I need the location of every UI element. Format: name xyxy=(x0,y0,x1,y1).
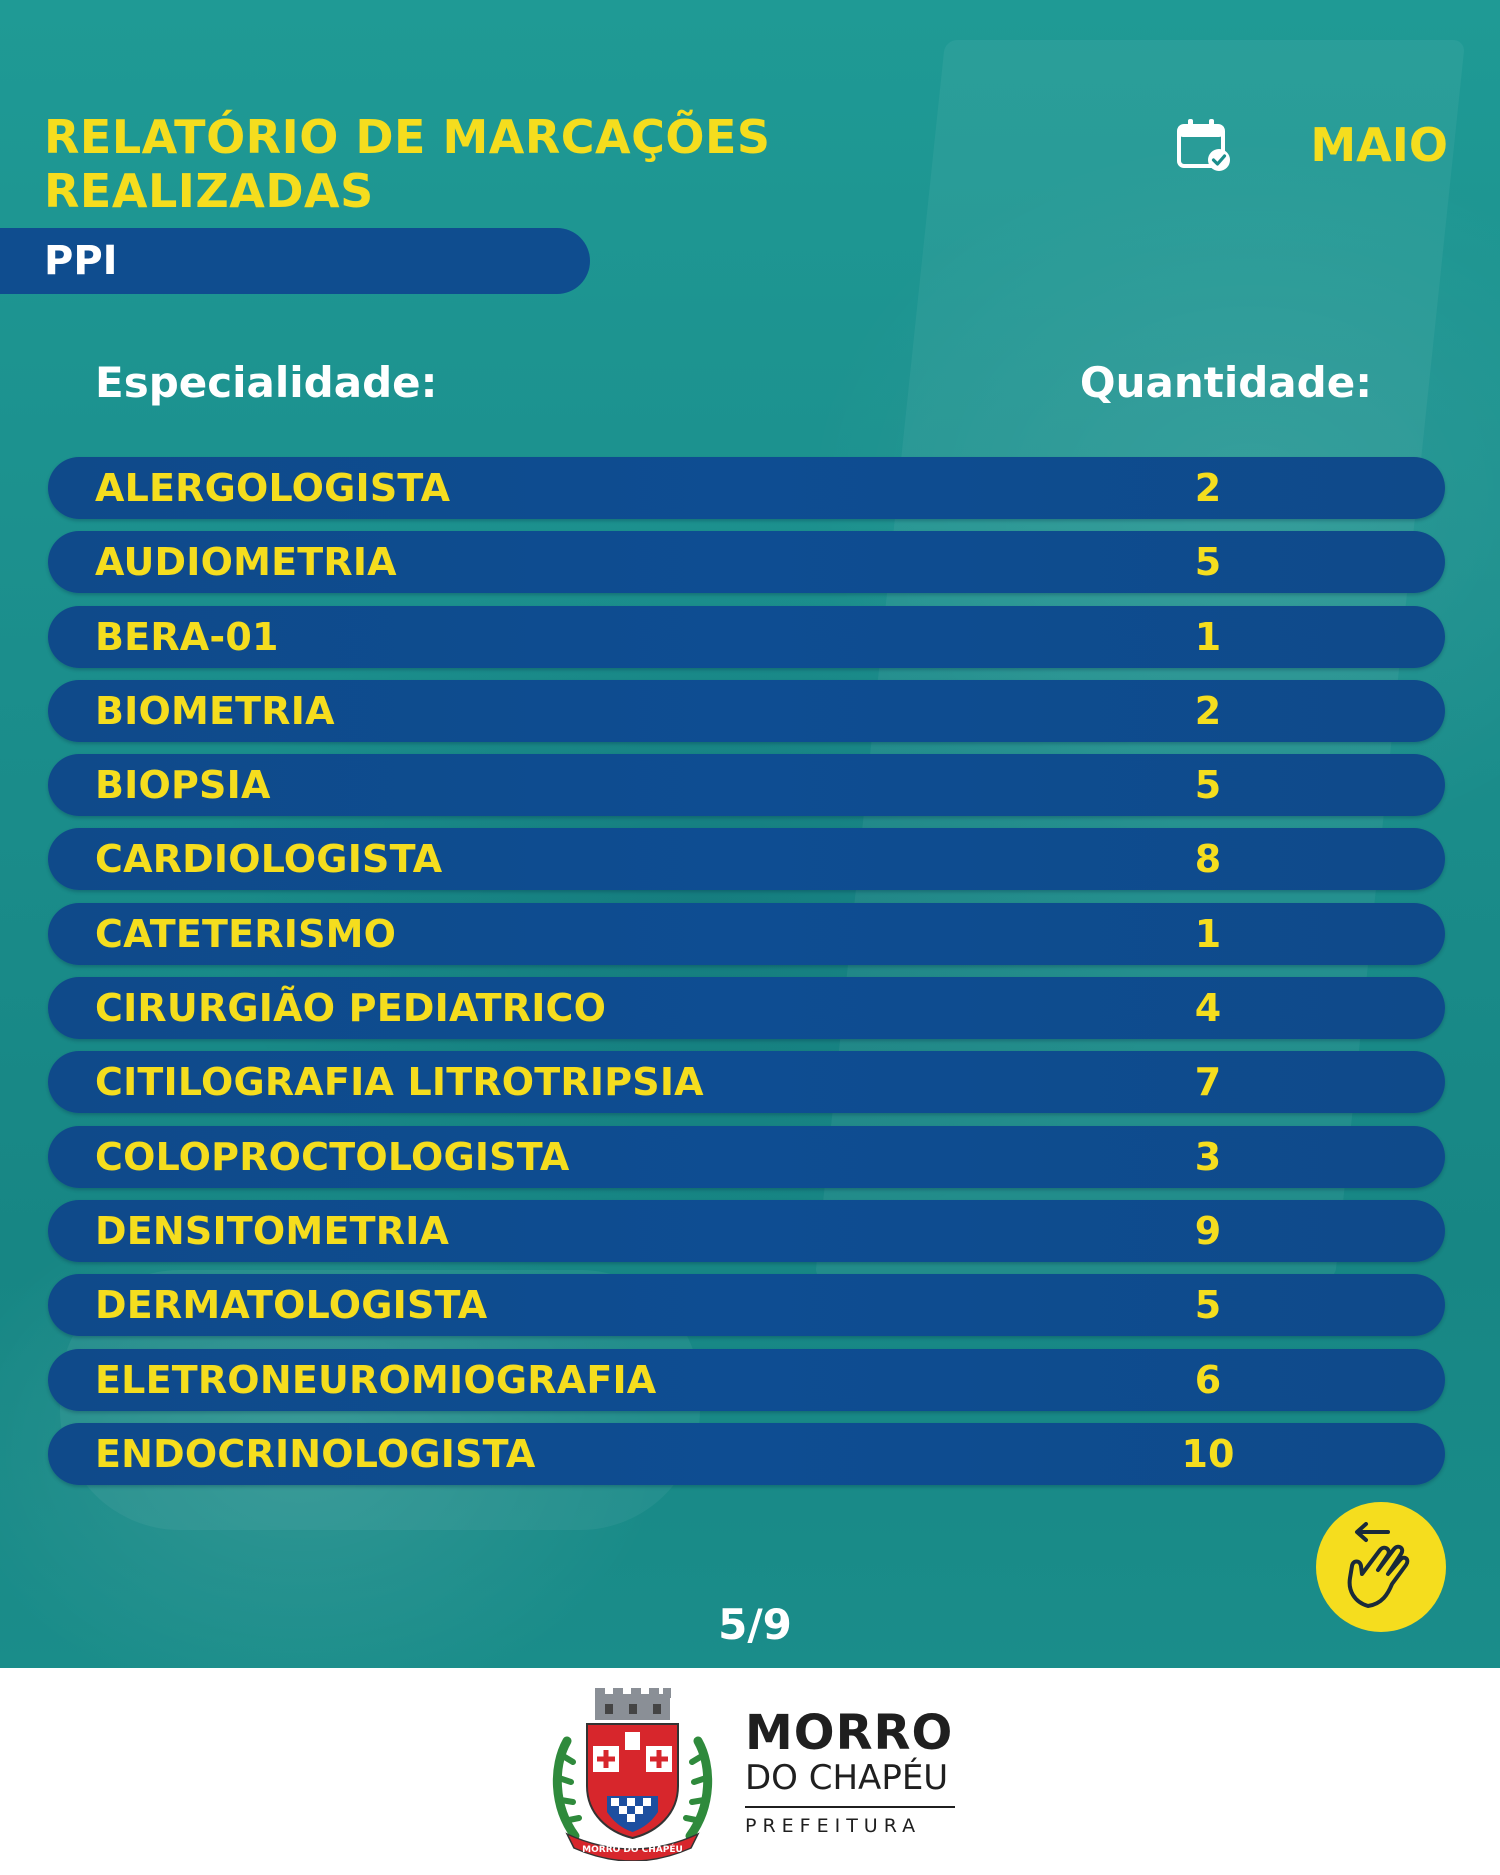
specialty-name: BIOPSIA xyxy=(95,763,271,808)
specialty-quantity: 5 xyxy=(1194,540,1222,585)
swipe-next-button[interactable] xyxy=(1316,1502,1446,1632)
brand-line-1: MORRO xyxy=(745,1705,954,1761)
crest-ribbon-text: MORRO DO CHAPÉU xyxy=(582,1843,683,1855)
table-row: DERMATOLOGISTA 5 xyxy=(48,1274,1445,1337)
specialty-name: ENDOCRINOLOGISTA xyxy=(95,1431,536,1476)
table-row: BIOMETRIA 2 xyxy=(48,679,1445,742)
specialty-name: CIRURGIÃO PEDIATRICO xyxy=(95,986,607,1031)
specialty-quantity: 2 xyxy=(1194,688,1222,733)
municipal-crest-icon: MORRO DO CHAPÉU xyxy=(552,1688,713,1861)
title-line-1: RELATÓRIO DE MARCAÇÕES xyxy=(44,110,771,164)
table-row: COLOPROCTOLOGISTA 3 xyxy=(48,1125,1445,1188)
specialty-quantity: 5 xyxy=(1194,1283,1222,1328)
page-title: RELATÓRIO DE MARCAÇÕES REALIZADAS xyxy=(44,110,771,218)
table-row: ENDOCRINOLOGISTA 10 xyxy=(48,1422,1445,1485)
specialty-quantity: 10 xyxy=(1181,1431,1235,1476)
table-row: CITILOGRAFIA LITROTRIPSIA 7 xyxy=(48,1051,1445,1114)
category-pill: PPI xyxy=(0,228,590,294)
specialty-quantity: 3 xyxy=(1194,1134,1222,1179)
specialty-table: ALERGOLOGISTA 2 AUDIOMETRIA 5 BERA-01 1 BIO… xyxy=(48,457,1445,1497)
specialty-name: AUDIOMETRIA xyxy=(95,540,397,585)
specialty-name: ALERGOLOGISTA xyxy=(95,466,451,510)
table-row: AUDIOMETRIA 5 xyxy=(48,531,1445,594)
specialty-name: ELETRONEUROMIOGRAFIA xyxy=(95,1357,657,1402)
table-row: CARDIOLOGISTA 8 xyxy=(48,828,1445,891)
municipality-logo: MORRO DO CHAPÉU PREFEITURA xyxy=(745,1708,955,1838)
specialty-quantity: 5 xyxy=(1194,763,1222,808)
specialty-quantity: 4 xyxy=(1194,986,1222,1031)
specialty-name: DENSITOMETRIA xyxy=(95,1208,450,1253)
specialty-name: CATETERISMO xyxy=(95,911,397,956)
specialty-name: BIOMETRIA xyxy=(95,688,335,733)
table-row: BIOPSIA 5 xyxy=(48,754,1445,817)
brand-divider xyxy=(745,1806,955,1808)
brand-line-2: DO CHAPÉU xyxy=(745,1758,949,1798)
specialty-quantity: 1 xyxy=(1194,614,1222,659)
quantity-column-header: Quantidade: xyxy=(1079,358,1372,407)
specialty-quantity: 8 xyxy=(1194,837,1222,882)
title-line-2: REALIZADAS xyxy=(44,164,374,218)
specialty-quantity: 9 xyxy=(1194,1208,1222,1253)
table-row: DENSITOMETRIA 9 xyxy=(48,1199,1445,1262)
swipe-hand-icon xyxy=(1347,1522,1410,1608)
brand-line-3: PREFEITURA xyxy=(745,1815,922,1837)
report-banner: RELATÓRIO DE MARCAÇÕES REALIZADAS MAIO P… xyxy=(0,0,1500,1668)
specialty-column-header: Especialidade: xyxy=(95,358,438,407)
specialty-name: CITILOGRAFIA LITROTRIPSIA xyxy=(95,1060,704,1105)
page-indicator: 5/9 xyxy=(718,1600,792,1649)
specialty-quantity: 2 xyxy=(1194,466,1222,510)
specialty-name: COLOPROCTOLOGISTA xyxy=(95,1134,570,1179)
category-label: PPI xyxy=(44,238,118,284)
table-row: ALERGOLOGISTA 2 xyxy=(48,457,1445,519)
specialty-quantity: 6 xyxy=(1194,1357,1222,1402)
specialty-name: DERMATOLOGISTA xyxy=(95,1283,488,1328)
specialty-name: CARDIOLOGISTA xyxy=(95,837,443,882)
calendar-check-icon xyxy=(1177,119,1230,171)
table-row: ELETRONEUROMIOGRAFIA 6 xyxy=(48,1348,1445,1411)
table-row: BERA-01 1 xyxy=(48,605,1445,668)
specialty-quantity: 7 xyxy=(1194,1060,1222,1105)
table-row: CIRURGIÃO PEDIATRICO 4 xyxy=(48,977,1445,1040)
specialty-name: BERA-01 xyxy=(95,614,279,659)
month-label: MAIO xyxy=(1310,118,1448,172)
footer: MORRO DO CHAPÉU MORRO DO CHAPÉU PREFEITU… xyxy=(0,1668,1500,1875)
specialty-quantity: 1 xyxy=(1194,911,1222,956)
table-row: CATETERISMO 1 xyxy=(48,902,1445,965)
